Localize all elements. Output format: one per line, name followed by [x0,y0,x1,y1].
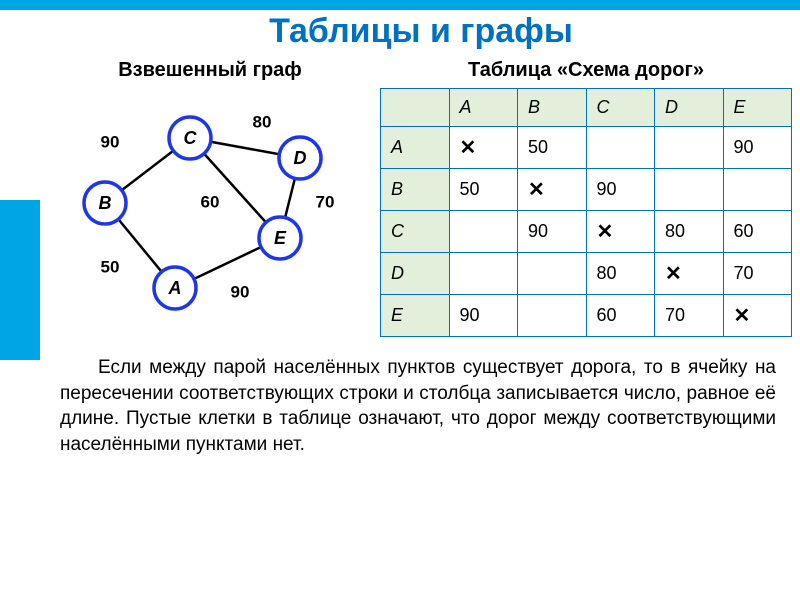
table-cell: ✕ [723,295,792,337]
edge-weight: 90 [231,282,250,301]
node-label: E [274,228,287,248]
table-cell [655,127,724,169]
table-cell: 90 [518,211,587,253]
table-cell [518,253,587,295]
table-col-header: E [723,89,792,127]
table-cell: 80 [586,253,655,295]
table-cell: 90 [449,295,518,337]
table-column: Таблица «Схема дорог» ABCDEA✕5090B50✕90C… [380,55,792,337]
table-cell: 50 [518,127,587,169]
table-col-header: B [518,89,587,127]
description-text: Если между парой населённых пунктов суще… [60,355,776,458]
table-row-header: C [381,211,450,253]
table-corner [381,89,450,127]
table-cell: 50 [449,169,518,211]
table-cell [518,295,587,337]
table-cell: 90 [586,169,655,211]
table-cell: 70 [723,253,792,295]
adjacency-table: ABCDEA✕5090B50✕90C90✕8060D80✕70E906070✕ [380,88,792,337]
table-row-header: B [381,169,450,211]
table-row-header: D [381,253,450,295]
table-cell: ✕ [518,169,587,211]
table-cell: ✕ [655,253,724,295]
table-cell [655,169,724,211]
table-cell: 60 [723,211,792,253]
node-label: B [99,193,112,213]
table-row-header: E [381,295,450,337]
page-title: Таблицы и графы [50,12,792,51]
graph-heading: Взвешенный граф [50,59,370,82]
table-col-header: A [449,89,518,127]
left-stripe [0,200,40,360]
table-cell: ✕ [449,127,518,169]
table-cell: 70 [655,295,724,337]
table-row: E90 6070✕ [381,295,792,337]
table-cell: ✕ [586,211,655,253]
table-cell [449,253,518,295]
table-cell: 60 [586,295,655,337]
table-cell [723,169,792,211]
edge-weight: 90 [101,132,120,151]
columns: Взвешенный граф 908070609050ABCDE Таблиц… [50,55,792,337]
content: Таблицы и графы Взвешенный граф 90807060… [50,0,792,600]
table-cell: 90 [723,127,792,169]
table-cell: 80 [655,211,724,253]
weighted-graph: 90 80 70 60 90 50 A B C D E [50,88,370,323]
edge-weight: 80 [253,112,272,131]
table-row: A✕50 90 [381,127,792,169]
edge-weight: 50 [101,257,120,276]
table-cell [449,211,518,253]
table-row-header: A [381,127,450,169]
graph-column: Взвешенный граф 90 80 70 60 90 50 A B C D E [50,55,370,337]
table-cell [586,127,655,169]
table-row: C 90✕8060 [381,211,792,253]
table-col-header: C [586,89,655,127]
table-heading: Таблица «Схема дорог» [380,59,792,82]
table-row: D 80✕70 [381,253,792,295]
node-label: D [294,148,307,168]
node-label: A [168,278,182,298]
edge-weight: 70 [316,192,335,211]
node-label: C [184,128,198,148]
edge-weight: 60 [201,192,220,211]
table-row: B50✕90 [381,169,792,211]
table-col-header: D [655,89,724,127]
